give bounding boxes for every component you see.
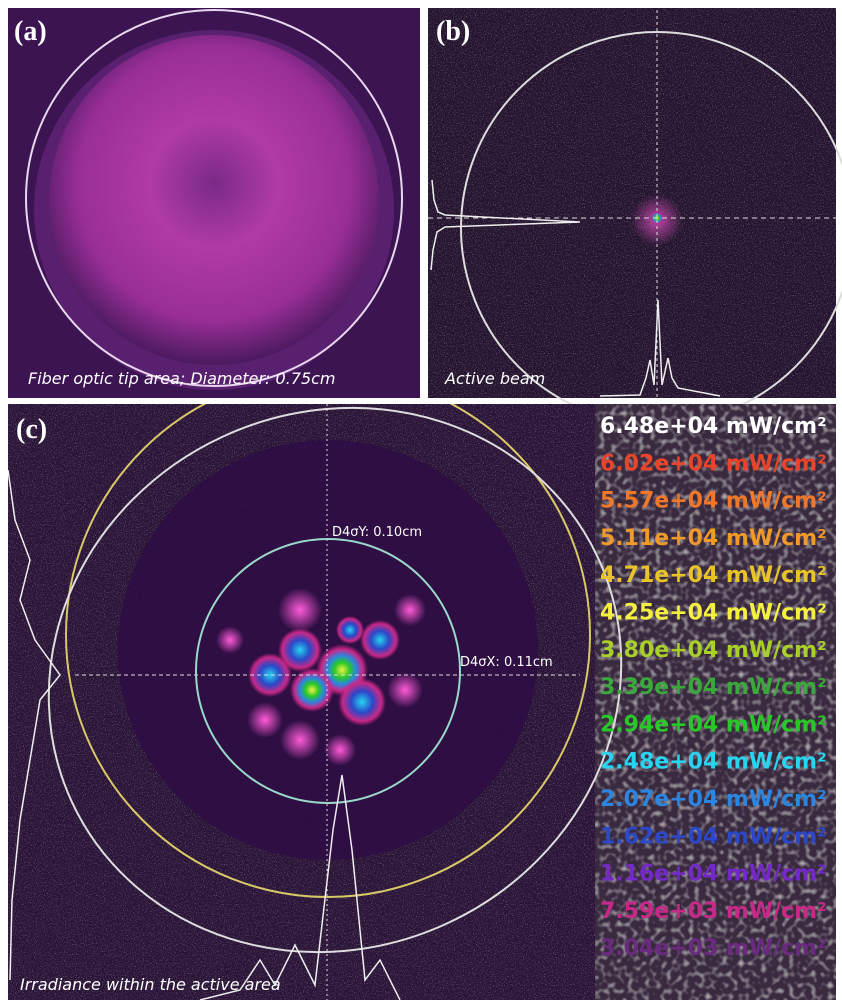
legend-entry: 4.71e+04 mW/cm² xyxy=(600,563,827,588)
panel-label: (b) xyxy=(436,16,470,47)
caption: Irradiance within the active area xyxy=(20,975,281,994)
annotation: D4σX: 0.11cm xyxy=(460,655,553,670)
panel-label: (a) xyxy=(14,16,47,47)
legend-entry: 5.57e+04 mW/cm² xyxy=(600,489,827,514)
legend-entry: 3.80e+04 mW/cm² xyxy=(600,638,827,663)
panel-c: D4σY: 0.10cm D4σX: 0.11cm (c) Irradiance… xyxy=(0,315,836,1007)
legend-entry: 2.48e+04 mW/cm² xyxy=(600,750,827,775)
caption: Active beam xyxy=(444,369,545,388)
panel-a: (a) Fiber optic tip area; Diameter: 0.75… xyxy=(8,8,420,398)
noise xyxy=(428,8,836,398)
legend-entry: 2.07e+04 mW/cm² xyxy=(600,787,827,812)
legend-entry: 7.59e+03 mW/cm² xyxy=(600,899,827,924)
tip-face xyxy=(49,35,379,365)
legend-entry: 6.02e+04 mW/cm² xyxy=(600,451,827,476)
figure: (a) Fiber optic tip area; Diameter: 0.75… xyxy=(0,0,842,1007)
legend-entry: 5.11e+04 mW/cm² xyxy=(600,526,827,551)
legend-entry: 2.94e+04 mW/cm² xyxy=(600,712,827,737)
legend: 6.48e+04 mW/cm² 6.02e+04 mW/cm² 5.57e+04 m… xyxy=(600,414,827,961)
legend-entry: 3.04e+03 mW/cm² xyxy=(600,936,827,961)
panel-b: (b) Active beam xyxy=(428,8,842,424)
annotation: D4σY: 0.10cm xyxy=(332,525,422,540)
legend-entry: 6.48e+04 mW/cm² xyxy=(600,414,827,439)
legend-entry: 4.25e+04 mW/cm² xyxy=(600,601,827,626)
legend-entry: 1.16e+04 mW/cm² xyxy=(600,862,827,887)
panel-label: (c) xyxy=(16,414,47,445)
legend-entry: 3.39e+04 mW/cm² xyxy=(600,675,827,700)
caption: Fiber optic tip area; Diameter: 0.75cm xyxy=(28,369,336,388)
legend-entry: 1.62e+04 mW/cm² xyxy=(600,824,827,849)
